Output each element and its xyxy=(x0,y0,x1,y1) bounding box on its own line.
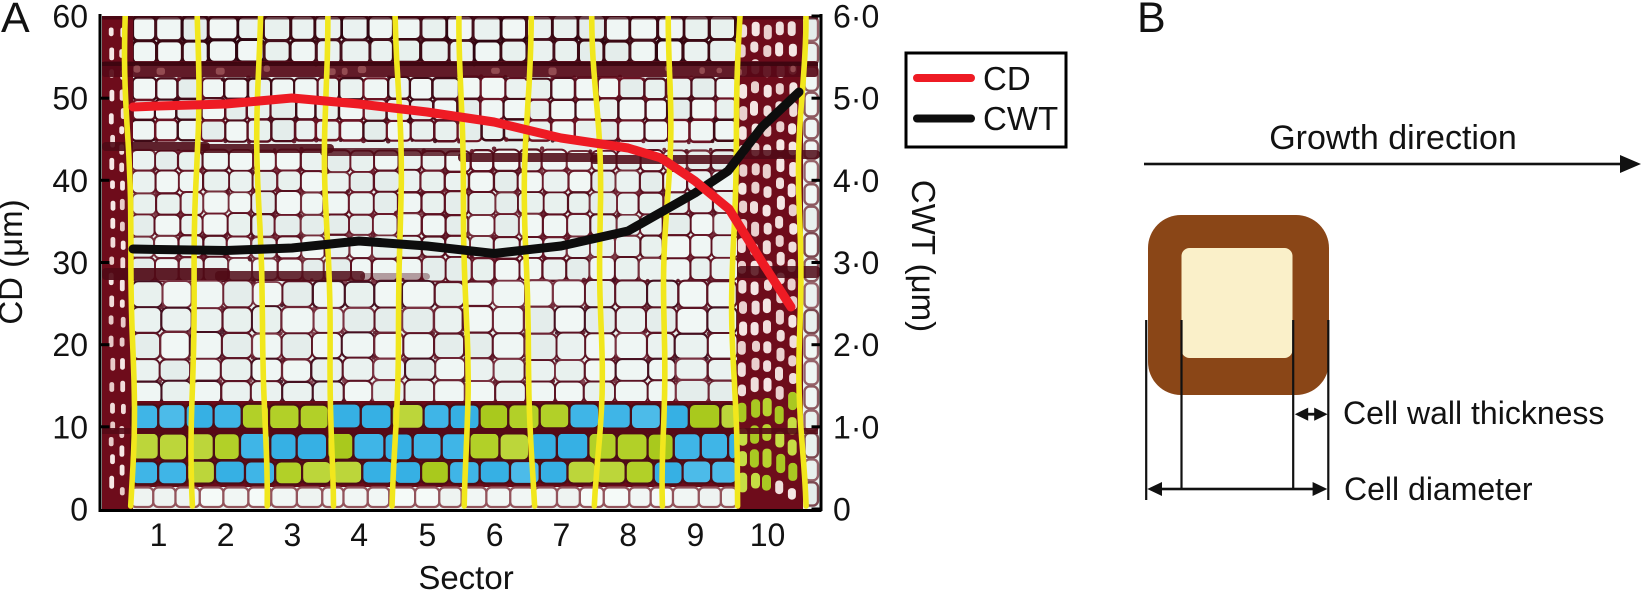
svg-text:Growth direction: Growth direction xyxy=(1269,119,1517,157)
svg-text:Cell wall thickness: Cell wall thickness xyxy=(1343,395,1604,431)
svg-text:8: 8 xyxy=(619,517,637,553)
svg-text:9: 9 xyxy=(687,517,705,553)
svg-text:CWT (μm): CWT (μm) xyxy=(905,180,942,332)
svg-text:30: 30 xyxy=(52,245,88,281)
svg-text:40: 40 xyxy=(52,163,88,199)
svg-text:1: 1 xyxy=(150,517,168,553)
svg-text:4: 4 xyxy=(350,517,368,553)
svg-text:4·0: 4·0 xyxy=(833,163,879,199)
svg-text:0: 0 xyxy=(70,492,88,528)
svg-text:CD: CD xyxy=(983,60,1031,97)
svg-text:20: 20 xyxy=(52,327,88,363)
svg-text:3: 3 xyxy=(284,517,302,553)
svg-text:7: 7 xyxy=(553,517,571,553)
svg-text:2·0: 2·0 xyxy=(833,327,879,363)
svg-text:1·0: 1·0 xyxy=(833,409,879,445)
svg-text:60: 60 xyxy=(52,0,88,35)
svg-text:6: 6 xyxy=(486,517,504,553)
svg-text:10: 10 xyxy=(750,517,786,553)
svg-text:Sector: Sector xyxy=(418,559,513,592)
svg-text:5·0: 5·0 xyxy=(833,81,879,117)
svg-text:6·0: 6·0 xyxy=(833,0,879,35)
svg-text:B: B xyxy=(1137,0,1166,42)
svg-text:0: 0 xyxy=(833,492,851,528)
svg-text:A: A xyxy=(1,0,30,42)
svg-text:CWT: CWT xyxy=(983,100,1058,137)
svg-text:5: 5 xyxy=(419,517,437,553)
svg-text:3·0: 3·0 xyxy=(833,245,879,281)
svg-text:50: 50 xyxy=(52,81,88,117)
svg-text:CD (μm): CD (μm) xyxy=(0,199,29,324)
svg-text:Cell diameter: Cell diameter xyxy=(1344,471,1533,507)
svg-text:10: 10 xyxy=(52,409,88,445)
svg-text:2: 2 xyxy=(217,517,235,553)
